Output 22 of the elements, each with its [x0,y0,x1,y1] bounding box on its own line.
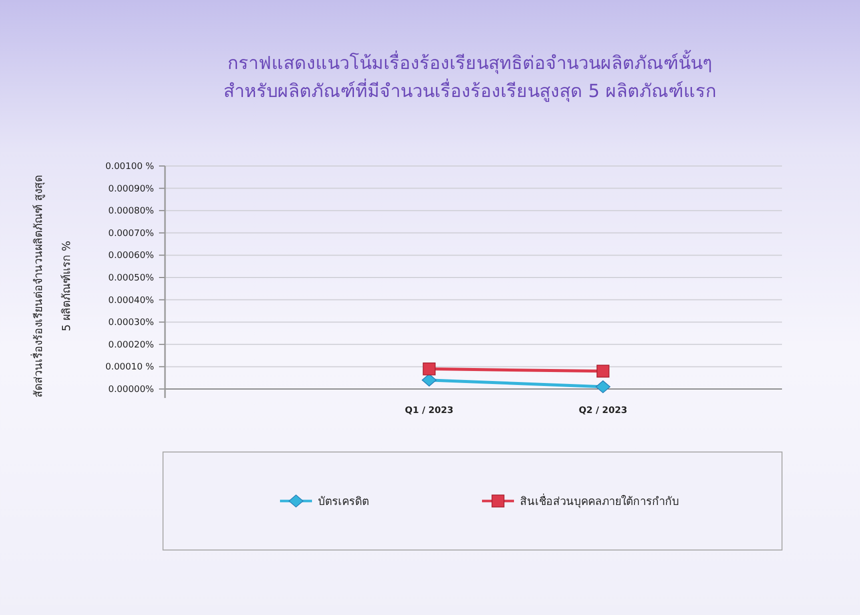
y-tick-label: 0.00030% [108,318,154,328]
point [422,374,437,386]
y-tick-label: 0.00060% [108,251,154,262]
x-tick-label: Q1 / 2023 [404,406,454,416]
y-tick-label: 0.00070% [108,228,154,239]
point [422,362,436,376]
x-tick-label: Q2 / 2023 [578,406,628,416]
chart-title: กราฟแสดงแนวโน้มเรื่องร้องเรียนสุทธิต่อจำนวนผลิตภัณฑ์นั้นๆ [226,48,714,76]
y-tick-label: 0.00040% [108,296,154,306]
y-tick-label: 0.00050% [108,274,154,284]
text: สัดส่วนเรื่องร้องเรียนต่อจำนวนผลิตภัณฑ์ สูงสุด 5 ผลิตภัณฑ์แรก % [32,174,73,398]
y-tick-label: 0.00010 % [105,362,154,373]
point [596,364,610,378]
y-tick-label: 0.00020% [108,340,154,350]
y-tick-label: 0.00090% [108,184,154,194]
legend-label: บัตรเครดิต [318,495,369,508]
legend-label: สินเชื่อส่วนบุคคลภายใต้การกำกับ [520,493,679,508]
chart-subtitle: สำหรับผลิตภัณฑ์ที่มีจำนวนเรื่องร้องเรียนสูงสุด 5 ผลิตภัณฑ์แรก [222,78,718,104]
y-tick-label: 0.00100 % [105,162,154,172]
y-tick-label: 0.00000% [108,385,154,395]
y-tick-label: 0.00080% [108,206,154,217]
point [596,380,610,394]
